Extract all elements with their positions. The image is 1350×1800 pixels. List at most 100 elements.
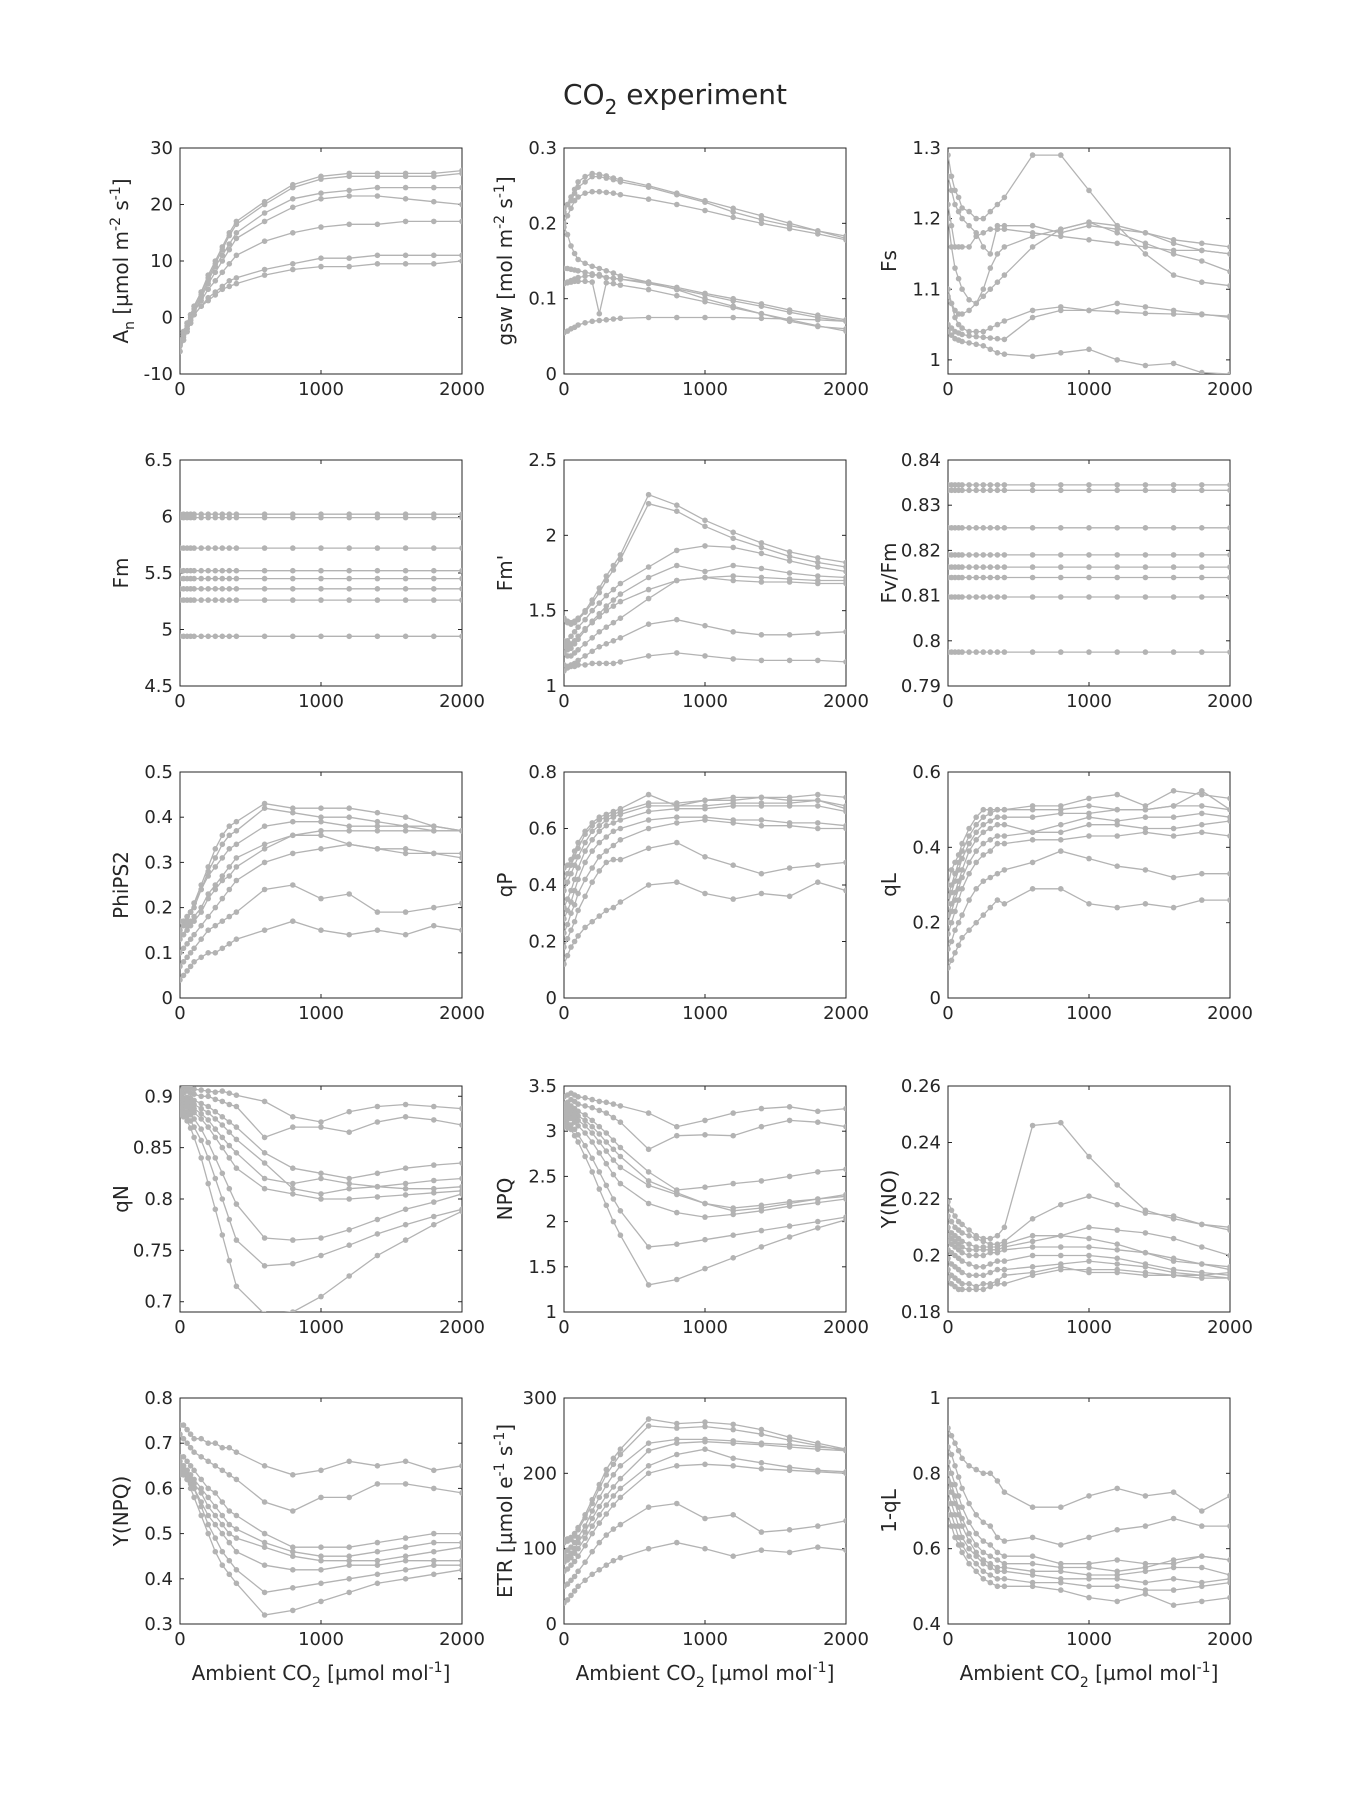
data-point	[1114, 821, 1120, 828]
data-point	[589, 1155, 595, 1162]
data-point	[205, 597, 211, 603]
data-point	[617, 856, 624, 863]
data-point	[219, 1196, 226, 1202]
data-point	[1001, 244, 1008, 250]
data-point	[994, 335, 1001, 342]
data-point	[955, 919, 962, 926]
y-axis-label-text: NPQ	[493, 1178, 517, 1221]
data-point	[346, 1196, 353, 1202]
data-point	[1001, 901, 1008, 907]
data-point	[575, 1545, 581, 1552]
data-point	[674, 1123, 680, 1130]
data-point	[233, 1237, 240, 1243]
data-point	[1114, 1227, 1120, 1233]
data-point	[582, 1117, 588, 1124]
data-point	[261, 823, 268, 829]
data-point	[564, 1566, 571, 1572]
x-axis-label-rest: [µmol mol	[321, 1661, 429, 1685]
data-point	[702, 1419, 708, 1425]
data-point	[674, 562, 680, 569]
data-point	[290, 1180, 296, 1187]
data-point	[610, 1218, 617, 1225]
data-point	[596, 317, 603, 324]
y-axis-label: qP	[493, 873, 517, 898]
plot-frame	[563, 147, 847, 375]
data-point	[568, 927, 574, 933]
data-point	[674, 805, 680, 812]
data-point	[610, 1526, 617, 1532]
data-point	[1029, 1216, 1036, 1222]
data-point	[318, 1175, 324, 1182]
data-point	[589, 1117, 595, 1124]
data-point	[1001, 1576, 1008, 1582]
data-point	[596, 1539, 603, 1546]
data-point	[205, 1088, 211, 1094]
data-point	[431, 1557, 437, 1564]
data-point	[1227, 1594, 1230, 1601]
data-point	[374, 173, 381, 180]
data-point	[318, 586, 324, 592]
data-point	[1142, 901, 1149, 907]
figure-title-rest: experiment	[617, 78, 787, 111]
data-point	[758, 565, 765, 572]
y-tick-label: 0.22	[901, 1189, 941, 1210]
data-point	[758, 1466, 765, 1472]
data-point	[318, 1494, 324, 1501]
data-point	[966, 222, 972, 229]
data-point	[459, 1567, 462, 1573]
data-point	[290, 204, 296, 211]
data-point	[843, 1470, 846, 1477]
y-tick-label: 1	[930, 350, 941, 371]
data-point	[575, 624, 581, 630]
data-point	[205, 1117, 211, 1123]
data-point	[815, 803, 821, 809]
y-tick-label: 5.5	[144, 563, 173, 584]
y-axis-label: 1-qL	[877, 1488, 901, 1533]
data-point	[1001, 649, 1008, 655]
data-point	[1114, 904, 1120, 911]
data-point	[815, 797, 821, 804]
data-point	[261, 266, 268, 273]
data-point	[994, 279, 1001, 286]
data-point	[617, 179, 624, 185]
data-point	[1029, 1560, 1036, 1567]
data-point	[843, 1105, 846, 1112]
data-point	[674, 1241, 680, 1247]
data-point	[180, 1463, 187, 1469]
data-point	[589, 1500, 595, 1507]
data-point	[346, 1494, 353, 1501]
data-point	[1029, 806, 1036, 813]
data-point	[987, 1249, 994, 1256]
data-point	[758, 1123, 765, 1130]
data-point	[191, 1449, 197, 1455]
data-point	[575, 1568, 581, 1575]
plot-frame	[947, 1397, 1231, 1625]
data-point	[205, 1109, 211, 1116]
y-axis-label-rest2: s	[109, 200, 133, 217]
data-point	[374, 846, 381, 852]
data-point	[571, 1588, 578, 1594]
data-point	[198, 1490, 204, 1496]
data-point	[1199, 240, 1205, 247]
data-point	[575, 890, 581, 897]
data-point	[226, 1530, 233, 1537]
data-point	[1029, 1244, 1036, 1250]
data-point	[674, 547, 680, 554]
data-point	[205, 1530, 211, 1537]
x-tick-label: 1000	[1066, 1629, 1112, 1650]
data-point	[187, 1463, 194, 1469]
data-point	[205, 286, 211, 293]
data-point	[431, 1530, 437, 1537]
data-point	[198, 954, 204, 961]
data-point	[459, 170, 462, 177]
data-point	[980, 852, 987, 858]
data-point	[645, 1110, 652, 1116]
data-point	[205, 1485, 211, 1492]
data-point	[815, 1469, 821, 1475]
y-tick-label: 2	[546, 525, 557, 546]
y-axis-label: PhiPS2	[109, 851, 133, 919]
data-point	[571, 1573, 578, 1580]
panel-YNPQ: 0 1000 20000.30.40.50.60.70.8Y(NPQ)Ambient…	[109, 1388, 485, 1691]
x-tick-label: 1000	[1066, 691, 1112, 712]
